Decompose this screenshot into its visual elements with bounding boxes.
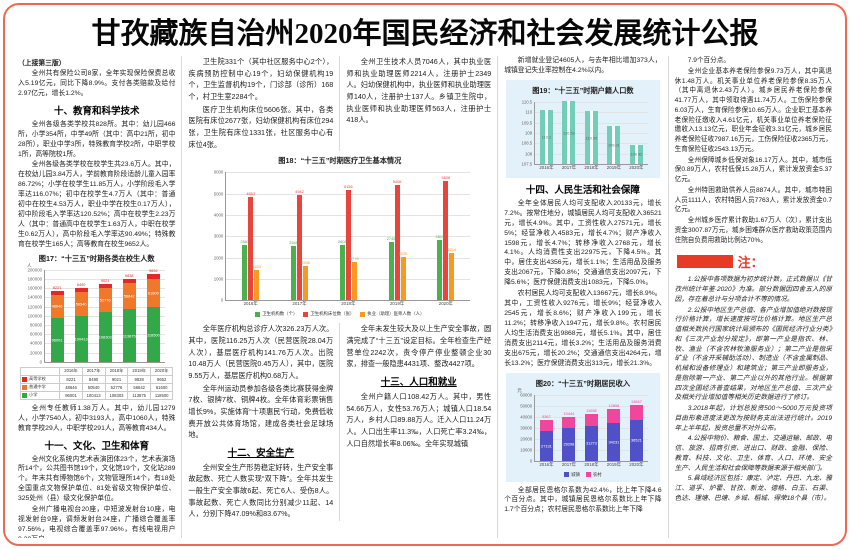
column-5: 7.9个百分点。 全州企业基本养老保险参保9.73万人，其中离退休1.48万人。… bbox=[667, 56, 838, 538]
paragraph-safety-2: 全年未发生较大及以上生产安全事故，圆满完成了“十三五”设定目标。全年检查生产经营… bbox=[346, 324, 492, 369]
paragraph-pension: 全州企业基本养老保险参保9.73万人，其中离退休1.48万人。机关事业单位养老保… bbox=[674, 67, 833, 153]
column-3-top: 全州卫生技术人员7046人，其中执业医师和执业助理医师2214人，注册护士234… bbox=[339, 56, 497, 152]
notes-header-bar bbox=[676, 255, 733, 269]
chart-health-fig18: 图18：“十三五”时期医疗卫生基本情况 0 1000 2000 3000 4000 5000… bbox=[201, 155, 478, 317]
paragraph-engel-cont: 7.9个百分点。 bbox=[687, 57, 730, 64]
column-3-bottom: 全年未发生较大及以上生产安全事故，圆满完成了“十三五”设定目标。全年检查生产经营… bbox=[339, 323, 497, 522]
paragraph-schools: 全州各级各类学校共828所。其中：幼儿园466所，小学354所，中学49所（其中… bbox=[18, 120, 176, 158]
note-item-3: 3.2018年起，计划总投资500～5000万元投资项目由形象进度法更改为按财务… bbox=[674, 405, 833, 432]
column-4: 新增就业登记4605人，与去年相比增加373人，城镇登记失业率控制在4.2%以内… bbox=[497, 56, 667, 538]
column-1: （上接第三版） 全州共有保险公司8家，全年实现保险保费总收入5.19亿元，同比下… bbox=[12, 56, 181, 538]
paragraph-insurance: 全州共有保险公司8家，全年实现保险保费总收入5.19亿元，同比下降8.9%。支付… bbox=[18, 70, 176, 97]
note-item-4: 4.公报中物价、粮食、国土、交通运输、邮政、电信、旅游、招商引资、进出口、财政、… bbox=[674, 435, 833, 472]
paragraph-dibao: 全州保障城乡低保对象16.17万人。其中，城市低保0.89万人，农村低保15.2… bbox=[674, 156, 833, 184]
paragraph-engel: 全部居民恩格尔系数为42.4%，比上年下降4.6个百分点。其中，城镇居民恩格尔系… bbox=[504, 486, 662, 514]
notes-header: 注： bbox=[676, 252, 830, 271]
chart-students-fig17: 图17：“十三五”时期各类在校生人数人 0 20000 40000 60000 80000… bbox=[19, 254, 174, 400]
paragraph-population: 全州户籍人口108.42万人。其中，男性54.66万人，女性53.76万人；城镇… bbox=[346, 391, 492, 448]
paragraph-culture: 全州文化系统内艺术表演团体23个，艺术表演场所14个，公共图书馆19个，文化馆1… bbox=[18, 455, 176, 503]
paragraph-clinics: 卫生院331个（其中社区服务中心2个），疾病预防控制中心19个，妇幼保健机构19… bbox=[188, 57, 334, 101]
section-heading-education: 十、教育和科学技术 bbox=[53, 105, 140, 117]
paragraph-sports: 全年州运动员参加各级各类比赛获得金牌7枚、银牌7枚、铜牌4枚。全年体育彩票销售增… bbox=[188, 383, 334, 440]
paragraph-visits: 全年医疗机构总诊疗人次326.23万人次。其中，医院116.25万人次（民营医院… bbox=[188, 324, 334, 380]
paragraph-students: 全州各级各类学校在校学生共23.6万人。其中，在校幼儿园3.84万人，学前教育阶… bbox=[18, 161, 176, 248]
column-2-bottom: 全年医疗机构总诊疗人次326.23万人次。其中，医院116.25万人次（民营医院… bbox=[182, 323, 339, 521]
note-item-2: 2.公报中地区生产总值、各产业增加值绝对数按现行价格计算，增长速度按可比价格计算… bbox=[674, 306, 833, 402]
paragraph-urban-income: 全年全体居民人均可支配收入20133元，增长7.2%。按常住地分，城镇居民人均可… bbox=[504, 199, 662, 287]
section-heading-livelihood: 十四、人民生活和社会保障 bbox=[525, 184, 640, 196]
mid-top-row: 卫生院331个（其中社区服务中心2个），疾病预防控制中心19个，妇幼保健机构19… bbox=[182, 56, 497, 152]
paragraph-teachers: 全州专任教师1.38万人。其中，幼儿园1279人，小学7540人，初中3193人… bbox=[18, 404, 176, 432]
paragraph-employment: 新增就业登记4605人，与去年相比增加373人，城镇登记失业率控制在4.2%以内… bbox=[504, 57, 662, 74]
note-item-5: 5.县域经济区包括：康定、泸定、丹巴、九龙、雅江、道孚、炉霍、甘孜、新龙、德格、… bbox=[674, 475, 833, 502]
paragraph-health-staff: 全州卫生技术人员7046人，其中执业医师和执业助理医师2214人，注册护士234… bbox=[346, 57, 492, 125]
paragraph-safety-1: 全州安全生产形势稳定好转，生产安全事故起数、死亡人数实现“双下降”。全年共发生一… bbox=[188, 462, 334, 519]
paragraph-broadcast: 全州广播电视台20座，中短波发射台10座，电视发射台9座，调频发射台24座，广播… bbox=[18, 506, 176, 538]
chart-income-fig20: 图20：“十三五”时期居民收入元 0 10000 20000 30000 40000 500… bbox=[506, 372, 660, 482]
chart-population-fig19: 图19：“十三五”时期户籍人口数 107.5 108 108.5 109 109.5 110… bbox=[506, 79, 660, 178]
notes-header-label: 注： bbox=[737, 255, 764, 271]
section-heading-culture-health-sports: 十一、文化、卫生和体育 bbox=[44, 440, 149, 452]
section-heading-population: 十三、人口和就业 bbox=[380, 376, 457, 388]
mid-bottom-row: 全年医疗机构总诊疗人次326.23万人次。其中，医院116.25万人次（民营医院… bbox=[182, 323, 497, 522]
paragraph-beds: 医疗卫生机构床位5606张。其中，各类医院有床位2677张，妇幼保健机构有床位2… bbox=[188, 104, 334, 149]
note-item-1: 1.公报中各项数据为初步统计数，正式数据以《甘孜州统计年鉴·2020》为准。部分… bbox=[674, 276, 833, 303]
columns-2-3: 卫生院331个（其中社区服务中心2个），疾病预防控制中心19个，妇幼保健机构19… bbox=[181, 56, 497, 538]
columns: （上接第三版） 全州共有保险公司8家，全年实现保险保费总收入5.19亿元，同比下… bbox=[12, 56, 838, 538]
section-heading-safety: 十二、安全生产 bbox=[227, 447, 295, 459]
paragraph-medical-aid: 全州城乡医疗累计救助1.67万人（次），累计支出资金3007.87万元，城乡困难… bbox=[674, 217, 833, 244]
paragraph-tekun: 全州特困救助供养人员8874人。其中，城市特困人员1111人，农村特困人员776… bbox=[674, 186, 833, 214]
paragraph-rural-income: 农村居民人均可支配收入13667元，增长8.9%。其中，工资性收入9276元，增… bbox=[504, 290, 662, 367]
page-title: 甘孜藏族自治州2020年国民经济和社会发展统计公报 bbox=[91, 18, 759, 50]
continued-note: （上接第三版） bbox=[18, 60, 66, 67]
column-2-top: 卫生院331个（其中社区服务中心2个），疾病预防控制中心19个，妇幼保健机构19… bbox=[182, 56, 339, 151]
